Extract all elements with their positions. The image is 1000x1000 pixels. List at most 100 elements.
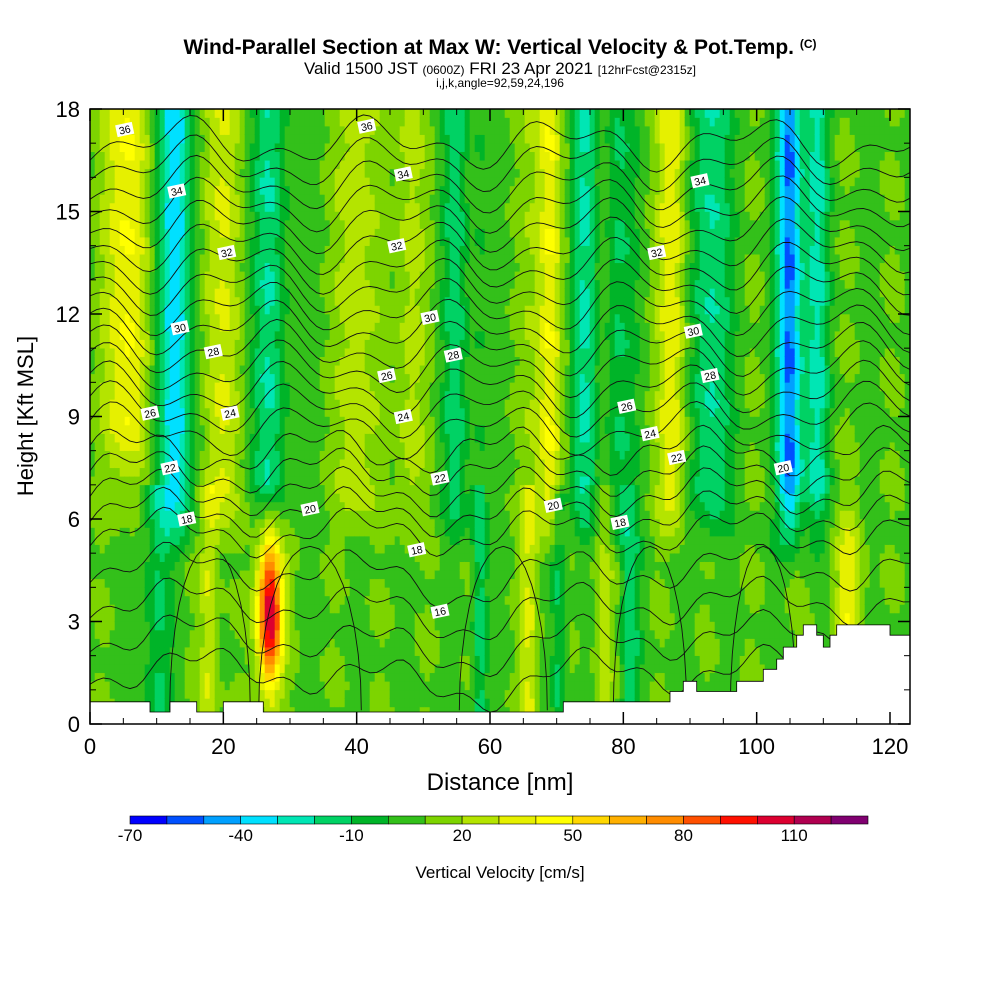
theta-contour-line [90,175,910,234]
contour-label: 28 [700,367,720,384]
y-tick-label: 12 [56,302,80,327]
x-tick-label: 40 [344,734,368,759]
x-tick-label: 120 [872,734,909,759]
theta-contour-line [90,643,910,713]
colorbar-tick-label: -10 [339,826,364,845]
contour-label: 30 [420,309,440,325]
colorbar-swatch [129,815,168,825]
colorbar-swatch [351,815,389,825]
theta-contour-line [90,401,910,460]
colorbar-tick-label: -70 [117,826,143,845]
terrain-mask [90,624,910,724]
colorbar-swatch [756,815,795,825]
colorbar-swatch [461,815,500,825]
theta-contour-line [90,380,910,439]
contour-label: 18 [177,511,197,527]
colorbar-tick-label: 20 [452,826,472,845]
contour-label: 22 [430,470,450,486]
y-tick-label: 3 [68,610,80,635]
contour-label: 20 [300,501,320,517]
colorbar [129,815,869,825]
chart-title: Wind-Parallel Section at Max W: Vertical… [183,36,817,59]
chart-indices: i,j,k,angle=92,59,24,196 [436,76,564,90]
contour-label: 28 [203,343,223,360]
x-axis-label: Distance [nm] [427,769,574,796]
colorbar-swatch [277,815,315,825]
y-tick-label: 6 [68,507,80,532]
theta-contour-dome [169,545,251,711]
theta-contours [90,114,910,713]
colorbar-swatch [203,815,242,825]
contour-label: 32 [217,244,237,261]
theta-contour-line [90,134,910,193]
colorbar-swatch [424,815,463,825]
theta-contour-line [90,486,910,538]
y-tick-label: 18 [56,97,80,122]
theta-contour-line [90,257,910,316]
contour-label: 28 [443,347,463,363]
theta-contour-line [90,609,910,678]
theta-contour-line [90,575,910,641]
contour-label: 30 [170,320,190,336]
theta-contour-line [90,216,910,275]
contour-label: 32 [647,244,667,261]
theta-contour-line [90,359,910,419]
colorbar-swatch [535,815,574,825]
colorbar-tick-label: 110 [780,826,808,845]
theta-contour-line [90,424,910,477]
contour-label: 18 [407,542,427,558]
contour-label: 24 [393,408,413,425]
contour-label: 20 [773,460,793,476]
x-tick-label: 60 [478,734,502,759]
theta-contour-dome [458,545,548,711]
x-tick-label: 20 [211,734,235,759]
theta-contour-line [90,277,910,337]
x-tick-label: 0 [84,734,96,759]
theta-contour-line [90,114,910,173]
theta-contour-line [90,339,910,399]
contour-label: 34 [167,183,187,199]
contour-label: 36 [357,118,377,134]
colorbar-tick-label: 80 [674,826,693,845]
contour-label: 24 [220,405,240,421]
colorbar-tick-label: 50 [563,826,583,845]
y-tick-label: 15 [56,200,80,225]
colorbar-swatch [240,815,278,825]
colorbar-swatch [314,815,352,825]
contour-label: 30 [683,323,703,339]
colorbar-swatch [646,815,684,825]
contour-label: 24 [640,425,660,442]
theta-contour-line [90,196,910,255]
x-tick-label: 80 [611,734,635,759]
colorbar-swatch [572,815,610,825]
contour-label: 20 [543,497,563,513]
theta-contour-dome [258,545,362,711]
colorbar-swatch [609,815,647,825]
colorbar-swatch [166,815,205,825]
contour-label: 18 [610,514,630,530]
colorbar-swatch [720,815,758,825]
theta-contour-line [90,298,910,357]
terrain-profile [90,624,910,724]
theta-contour-dome [612,545,688,711]
theta-contour-line [90,465,910,518]
contour-label: 26 [617,398,637,414]
contour-label: 32 [387,238,407,254]
y-tick-label: 0 [68,712,80,737]
colorbar-swatch [793,815,832,825]
contour-label: 26 [140,405,160,421]
contour-label: 36 [115,121,135,138]
y-tick-label: 9 [68,405,80,430]
colorbar-label: Vertical Velocity [cm/s] [415,863,585,882]
colorbar-swatch [830,815,869,825]
contour-label: 34 [393,166,413,182]
theta-contour-dome [729,545,797,711]
colorbar-swatch [387,815,426,825]
x-tick-label: 100 [738,734,775,759]
contour-label: 34 [690,173,710,189]
y-axis-label: Height [Kft MSL] [13,336,38,496]
contour-label: 22 [160,460,180,476]
colorbar-swatch [683,815,721,825]
